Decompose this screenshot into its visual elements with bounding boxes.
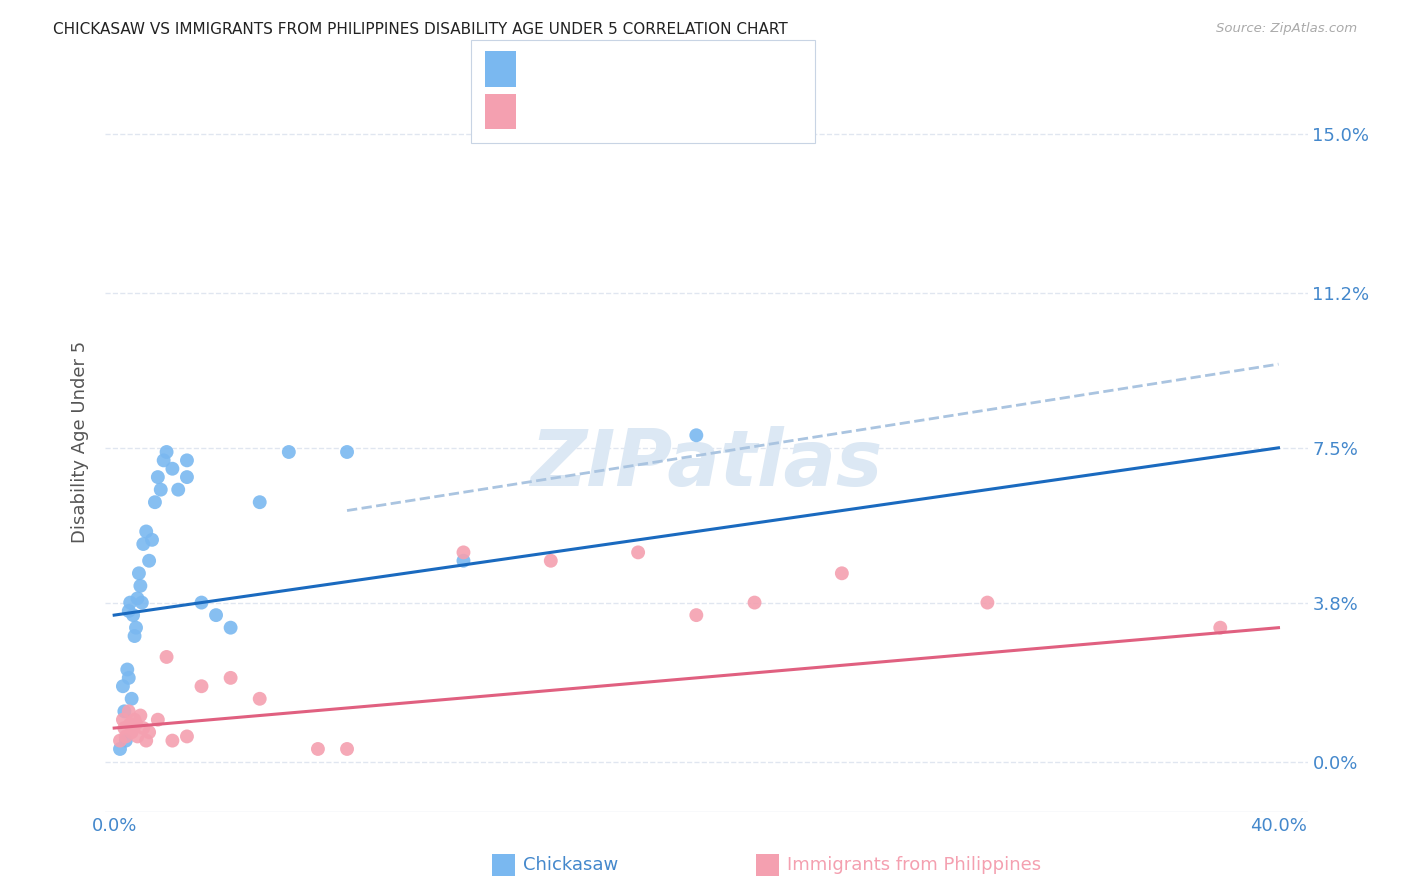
- Point: [117, 663, 139, 677]
- Point: [167, 483, 190, 497]
- Point: [219, 621, 242, 635]
- Point: [143, 495, 166, 509]
- Point: [540, 554, 562, 568]
- Y-axis label: Disability Age Under 5: Disability Age Under 5: [72, 341, 90, 542]
- Point: [129, 579, 152, 593]
- Point: [155, 445, 177, 459]
- Text: ZIPatlas: ZIPatlas: [530, 425, 883, 502]
- Point: [111, 679, 134, 693]
- Point: [125, 621, 148, 635]
- Point: [122, 608, 145, 623]
- Point: [122, 721, 145, 735]
- Point: [118, 671, 141, 685]
- Point: [120, 596, 142, 610]
- Point: [453, 554, 475, 568]
- Text: R = 0.235: R = 0.235: [527, 60, 617, 78]
- Point: [190, 596, 212, 610]
- Point: [132, 537, 155, 551]
- Point: [146, 470, 169, 484]
- Point: [127, 591, 149, 606]
- Point: [176, 470, 198, 484]
- Point: [162, 733, 184, 747]
- Point: [114, 730, 136, 744]
- Point: [146, 713, 169, 727]
- Point: [135, 524, 157, 539]
- Point: [685, 428, 707, 442]
- Point: [108, 733, 131, 747]
- Point: [112, 721, 135, 735]
- Point: [1209, 621, 1232, 635]
- Point: [744, 596, 766, 610]
- Point: [124, 629, 146, 643]
- Point: [336, 445, 359, 459]
- Point: [132, 721, 155, 735]
- Point: [111, 713, 134, 727]
- Point: [685, 608, 707, 623]
- Point: [108, 742, 131, 756]
- Point: [131, 596, 153, 610]
- Point: [121, 725, 143, 739]
- Point: [249, 691, 271, 706]
- Point: [453, 545, 475, 559]
- Point: [219, 671, 242, 685]
- Point: [138, 725, 160, 739]
- Point: [128, 566, 150, 581]
- Point: [976, 596, 998, 610]
- Point: [149, 483, 172, 497]
- Text: N = 37: N = 37: [682, 60, 749, 78]
- Point: [831, 566, 853, 581]
- Point: [120, 717, 142, 731]
- Point: [125, 717, 148, 731]
- Point: [114, 733, 136, 747]
- Text: N = 32: N = 32: [682, 103, 749, 120]
- Text: Chickasaw: Chickasaw: [523, 856, 619, 874]
- Point: [249, 495, 271, 509]
- Point: [627, 545, 650, 559]
- Point: [307, 742, 329, 756]
- Point: [127, 730, 149, 744]
- Point: [135, 733, 157, 747]
- Point: [190, 679, 212, 693]
- Point: [205, 608, 228, 623]
- Point: [162, 461, 184, 475]
- Point: [121, 691, 143, 706]
- Point: [152, 453, 174, 467]
- Text: Immigrants from Philippines: Immigrants from Philippines: [787, 856, 1042, 874]
- Text: Source: ZipAtlas.com: Source: ZipAtlas.com: [1216, 22, 1357, 36]
- Point: [124, 713, 146, 727]
- Point: [176, 730, 198, 744]
- Point: [176, 453, 198, 467]
- Point: [129, 708, 152, 723]
- Point: [336, 742, 359, 756]
- Point: [277, 445, 299, 459]
- Point: [118, 704, 141, 718]
- Text: CHICKASAW VS IMMIGRANTS FROM PHILIPPINES DISABILITY AGE UNDER 5 CORRELATION CHAR: CHICKASAW VS IMMIGRANTS FROM PHILIPPINES…: [53, 22, 789, 37]
- Point: [112, 704, 135, 718]
- Point: [138, 554, 160, 568]
- Point: [155, 649, 177, 664]
- Text: R = 0.223: R = 0.223: [527, 103, 617, 120]
- Point: [141, 533, 163, 547]
- Point: [118, 604, 141, 618]
